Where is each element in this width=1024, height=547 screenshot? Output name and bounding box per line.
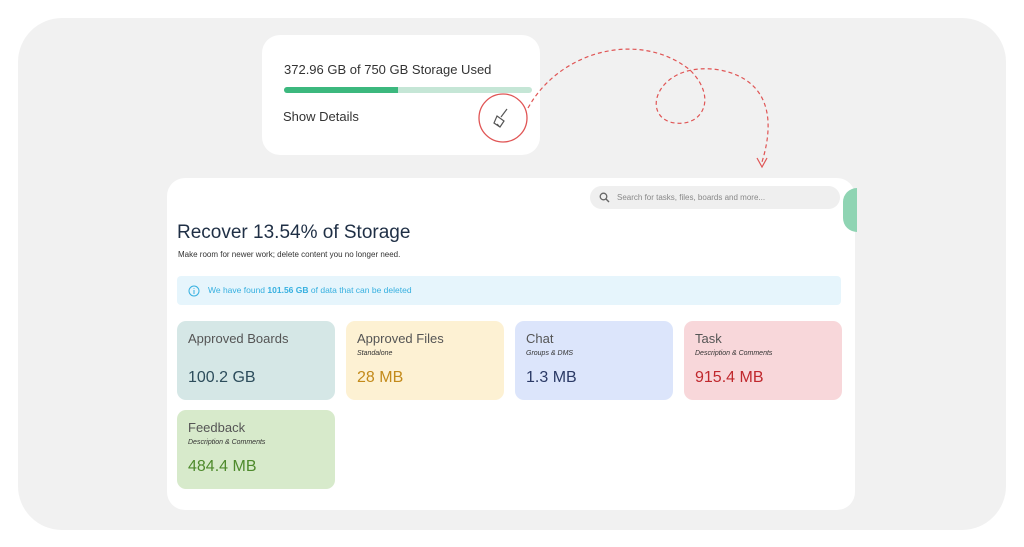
card-title: Task [695, 331, 722, 346]
highlight-circle [478, 93, 528, 143]
info-icon [188, 285, 200, 297]
storage-category-card[interactable]: Approved Boards 100.2 GB [177, 321, 335, 400]
storage-category-card[interactable]: Feedback Description & Comments 484.4 MB [177, 410, 335, 489]
storage-bar [284, 87, 532, 93]
card-value: 1.3 MB [526, 369, 577, 386]
card-value: 484.4 MB [188, 458, 257, 475]
storage-category-card[interactable]: Approved Files Standalone 28 MB [346, 321, 504, 400]
info-banner: We have found 101.56 GB of data that can… [177, 276, 841, 305]
storage-category-card[interactable]: Task Description & Comments 915.4 MB [684, 321, 842, 400]
banner-text: of data that can be deleted [310, 285, 412, 295]
page-subtitle: Make room for newer work; delete content… [178, 250, 401, 259]
search-box[interactable]: Search for tasks, files, boards and more… [590, 186, 840, 209]
banner-amount: 101.56 GB [267, 285, 309, 295]
card-title: Chat [526, 331, 554, 346]
card-title: Approved Boards [188, 331, 289, 346]
storage-bar-fill [284, 87, 398, 93]
card-value: 915.4 MB [695, 369, 764, 386]
recover-panel: Search for tasks, files, boards and more… [167, 178, 857, 510]
page-title: Recover 13.54% of Storage [177, 222, 411, 243]
card-subtitle: Description & Comments [695, 350, 773, 357]
search-placeholder: Search for tasks, files, boards and more… [617, 193, 766, 202]
dashed-arrow [527, 48, 769, 163]
broom-icon[interactable] [493, 108, 508, 128]
card-subtitle: Groups & DMS [526, 350, 574, 357]
card-title: Approved Files [357, 331, 444, 346]
card-title: Feedback [188, 420, 246, 435]
show-details-link[interactable]: Show Details [283, 109, 359, 124]
storage-category-card[interactable]: Chat Groups & DMS 1.3 MB [515, 321, 673, 400]
card-subtitle: Description & Comments [188, 439, 266, 446]
card-value: 28 MB [357, 369, 404, 386]
side-tab[interactable] [843, 188, 857, 232]
arrow-head [756, 157, 768, 169]
storage-usage: 372.96 GB of 750 GB Storage Used [284, 62, 492, 77]
banner-text: We have found [208, 285, 266, 295]
card-value: 100.2 GB [188, 369, 256, 386]
search-icon [599, 192, 610, 203]
card-subtitle: Standalone [357, 350, 393, 357]
